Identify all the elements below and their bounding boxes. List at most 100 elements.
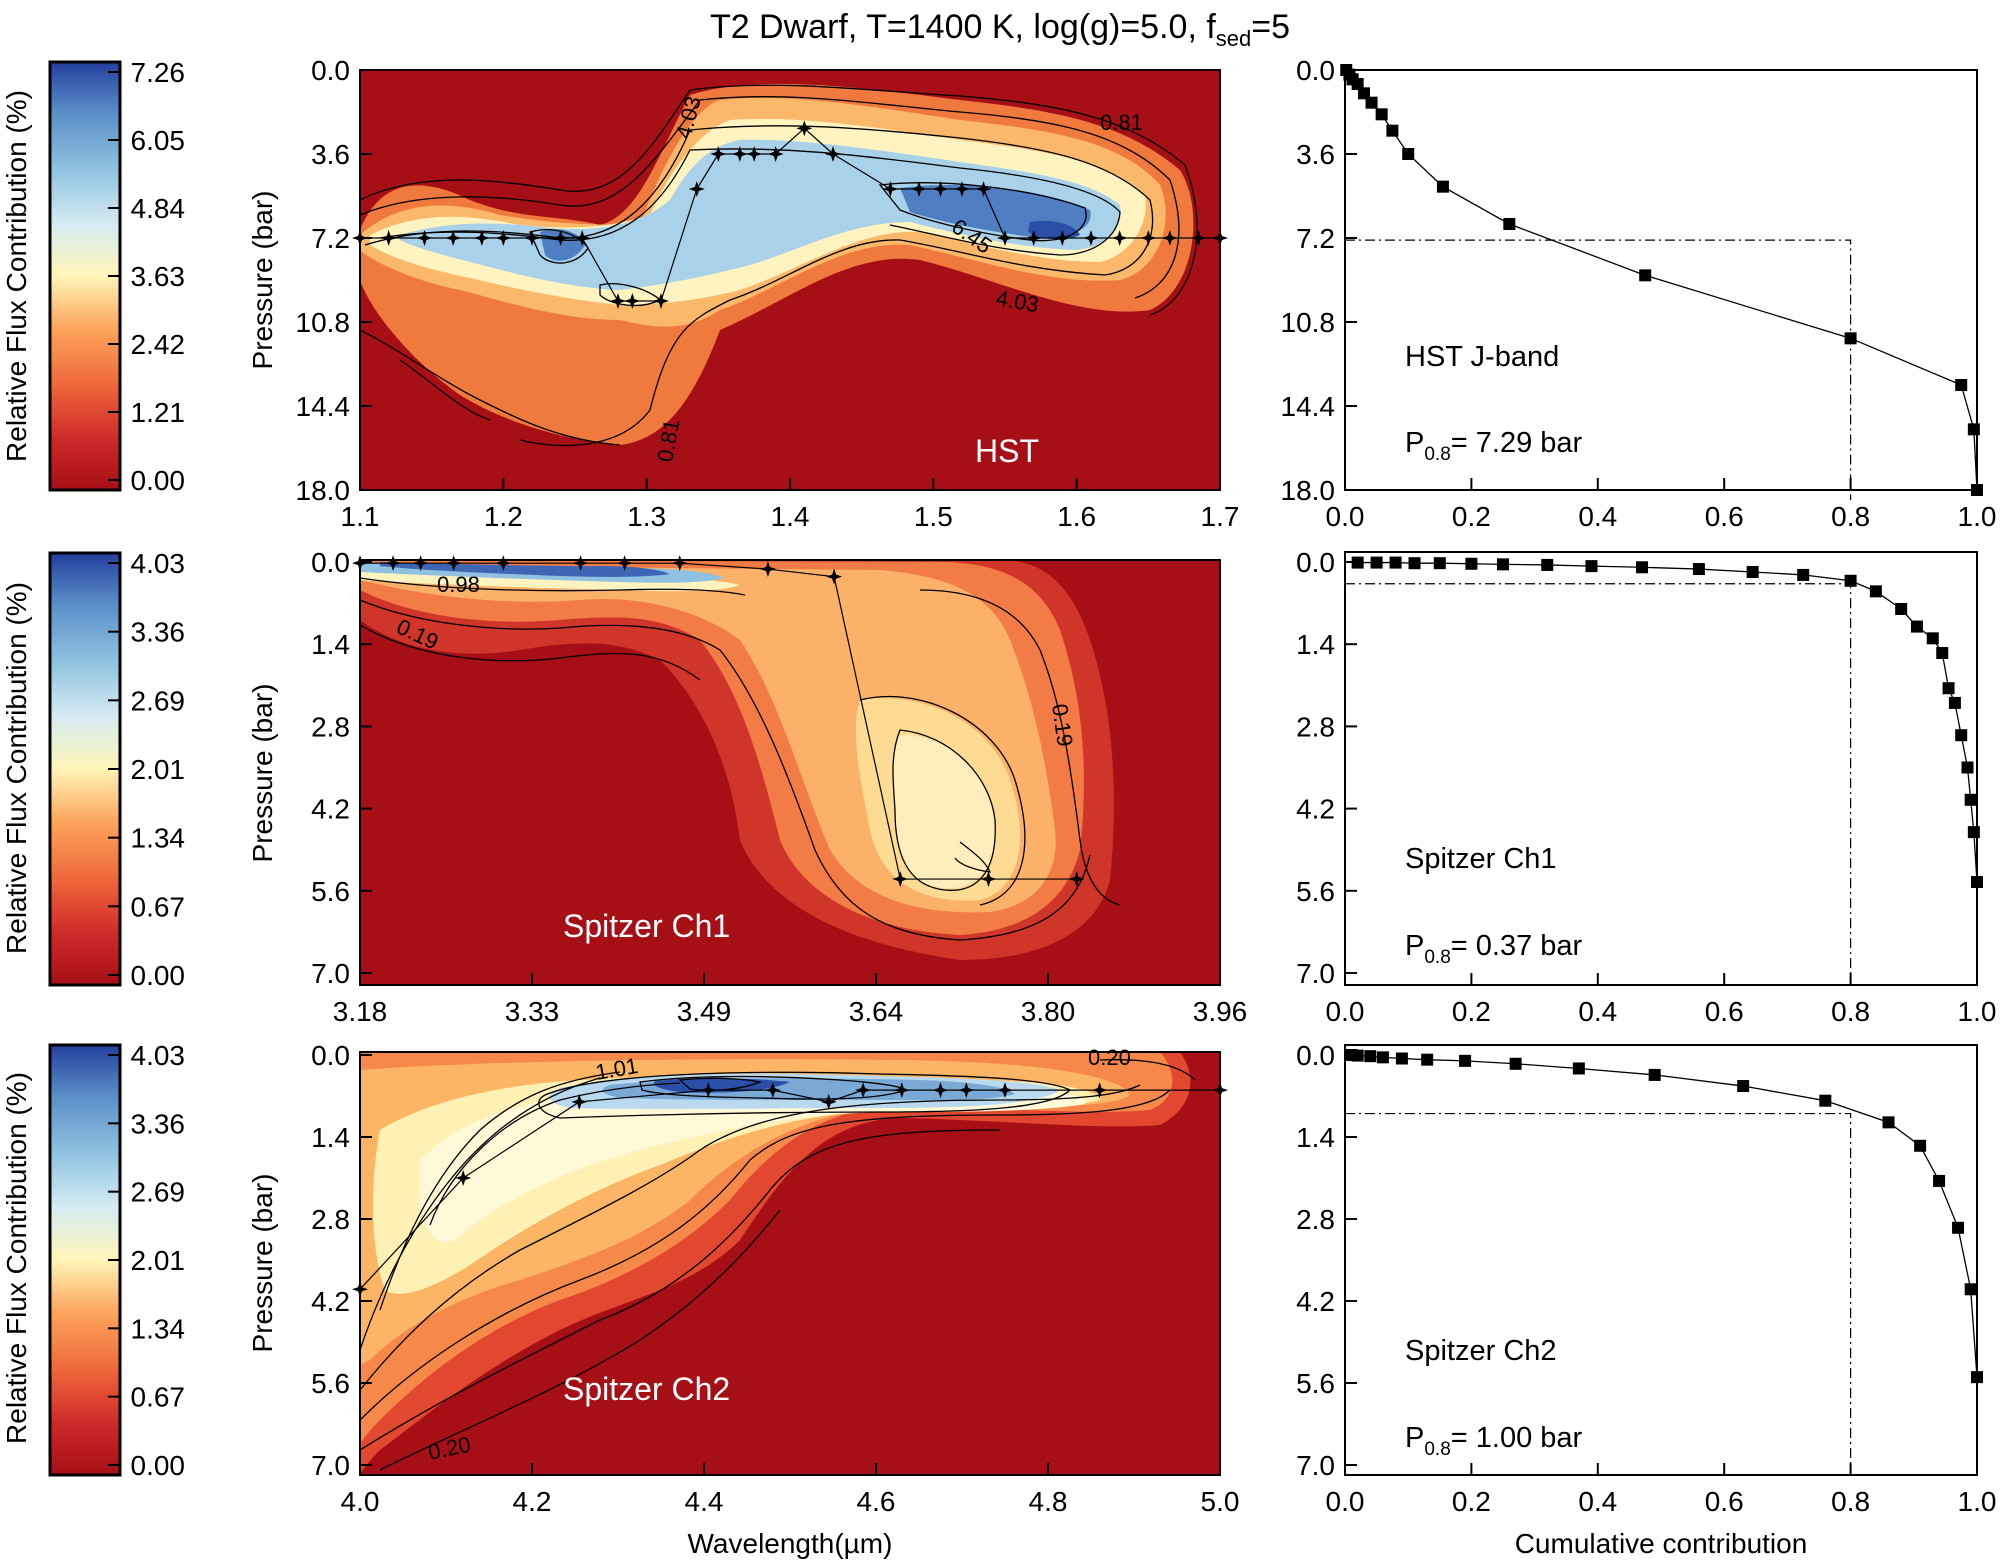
cumulative-plot-spitzer1: Spitzer Ch1 P0.8= 0.37 bar 0.0 0.2 0.4 0.6 0… (1296, 547, 1996, 1027)
contour-plot-spitzer2: 1.01 0.20 0.20 Spitzer Ch2 Pressure (bar… (247, 1040, 1239, 1559)
cumulative-point (1936, 647, 1949, 660)
y-tick-label: 4.2 (311, 1286, 350, 1317)
x-tick-label: 5.0 (1201, 1486, 1240, 1517)
y-tick-label: 0.0 (311, 1040, 350, 1071)
colorbar-ticks: 4.03 3.36 2.69 2.01 1.34 0.67 0.00 (108, 1040, 185, 1481)
x-tick-label: 0.2 (1452, 1486, 1491, 1517)
x-tick-label: 1.3 (627, 501, 666, 532)
y-tick-label: 0.0 (1296, 55, 1335, 86)
cumulative-point (1503, 218, 1516, 230)
cumulative-point (1967, 423, 1980, 436)
x-tick-label: 0.6 (1705, 1486, 1744, 1517)
cumulative-point (1746, 565, 1759, 578)
x-tick-label: 0.4 (1578, 1486, 1617, 1517)
cumulative-point (1926, 632, 1939, 645)
cumulative-point (1933, 1174, 1946, 1187)
x-tick-label: 0.4 (1578, 996, 1617, 1027)
colorbar-label: Relative Flux Contribution (%) (1, 90, 32, 462)
cumulative-plot-spitzer2: Spitzer Ch2 P0.8= 1.00 bar Cumulative co… (1296, 1040, 1996, 1559)
cumulative-point (1375, 108, 1388, 121)
x-tick-label: 1.2 (484, 501, 523, 532)
x-tick-label: 3.64 (849, 996, 904, 1027)
y-tick-label: 18.0 (296, 475, 351, 506)
y-tick-label: 1.4 (1296, 1122, 1335, 1153)
p08-value: P0.8= 0.37 bar (1405, 930, 1583, 968)
colorbar-tick-label: 7.26 (131, 57, 186, 88)
colorbar-label: Relative Flux Contribution (%) (1, 1072, 32, 1444)
y-tick-label: 1.4 (1296, 629, 1335, 660)
x-tick-label: 3.18 (333, 996, 388, 1027)
cumulative-point (1376, 1051, 1389, 1064)
y-tick-label: 5.6 (1296, 1368, 1335, 1399)
x-axis-label: Wavelength(µm) (688, 1528, 893, 1559)
y-tick-label: 3.6 (1296, 139, 1335, 170)
contour-plot-spitzer1: 0.98 0.19 0.19 Spitzer Ch1 Pressure (bar… (247, 547, 1247, 1027)
cumulative-point (1948, 696, 1961, 709)
cumulative-point (1971, 1371, 1983, 1384)
cumulative-plot-hst: HST J-band P0.8= 7.29 bar 0.0 0.2 0.4 0.6 0.… (1281, 55, 1997, 532)
contour-label: 0.81 (1100, 110, 1143, 135)
cumulative-point (1395, 1052, 1408, 1065)
x-tick-label: 0.6 (1705, 996, 1744, 1027)
x-tick-label: 0.4 (1578, 501, 1617, 532)
cumulative-point (1465, 557, 1478, 570)
x-tick-label: 1.0 (1958, 996, 1997, 1027)
y-tick-label: 7.2 (1296, 223, 1335, 254)
colorbar-tick-label: 3.36 (131, 617, 186, 648)
cumulative-point (1895, 602, 1908, 615)
y-tick-label: 4.2 (1296, 1286, 1335, 1317)
y-axis-label: Pressure (bar) (247, 191, 278, 370)
cumulative-point (1737, 1080, 1750, 1093)
cumulative-point (1509, 1057, 1522, 1070)
y-tick-label: 14.4 (296, 391, 351, 422)
y-tick-label: 18.0 (1281, 475, 1336, 506)
x-tick-label: 0.0 (1326, 996, 1365, 1027)
cumulative-point (1585, 560, 1598, 573)
x-tick-label: 0.8 (1831, 501, 1870, 532)
y-tick-label: 0.0 (1296, 547, 1335, 578)
colorbar-tick-label: 4.03 (131, 1040, 186, 1071)
cumulative-point (1386, 124, 1399, 137)
colorbar-tick-label: 2.69 (131, 1177, 186, 1208)
cumulative-point (1636, 561, 1649, 574)
contour-label: 0.98 (437, 572, 480, 597)
contour-plot-hst: 4.03 0.81 6.45 4.03 0.81 HST Pressure (b… (247, 55, 1239, 532)
x-tick-label: 0.0 (1326, 501, 1365, 532)
cumulative-point (1952, 1221, 1965, 1234)
cumulative-point (1955, 729, 1968, 742)
cumulative-point (1497, 558, 1509, 571)
colorbar-tick-label: 2.01 (131, 754, 186, 785)
x-tick-label: 3.80 (1021, 996, 1076, 1027)
y-tick-label: 14.4 (1281, 391, 1336, 422)
cumulative-point (1433, 557, 1446, 570)
threshold-line (1345, 239, 1852, 500)
colorbar-tick-label: 2.69 (131, 685, 186, 716)
x-tick-label: 3.33 (505, 996, 560, 1027)
y-tick-label: 4.2 (1296, 794, 1335, 825)
y-tick-label: 7.0 (311, 958, 350, 989)
x-tick-label: 4.8 (1029, 1486, 1068, 1517)
colorbar-label: Relative Flux Contribution (%) (1, 582, 32, 954)
band-name: Spitzer Ch1 (1405, 843, 1557, 875)
colorbar-tick-label: 0.00 (131, 465, 186, 496)
x-tick-label: 0.2 (1452, 501, 1491, 532)
cumulative-point (1967, 826, 1980, 839)
contour-label: 0.19 (1047, 702, 1078, 748)
x-axis-label: Cumulative contribution (1515, 1528, 1808, 1559)
colorbar-tick-label: 3.36 (131, 1108, 186, 1139)
x-tick-label: 3.96 (1193, 996, 1248, 1027)
y-tick-label: 5.6 (311, 1368, 350, 1399)
cumulative-point (1436, 180, 1449, 193)
colorbar-spitzer1: Relative Flux Contribution (%) 4.03 3.36 2… (1, 548, 185, 991)
colorbar-tick-label: 2.42 (131, 329, 186, 360)
y-tick-label: 5.6 (1296, 876, 1335, 907)
cumulative-point (1408, 557, 1421, 570)
cumulative-point (1961, 761, 1974, 774)
threshold-line (1345, 1112, 1852, 1475)
cumulative-point (1844, 574, 1857, 587)
y-tick-label: 10.8 (296, 307, 351, 338)
x-tick-label: 4.6 (857, 1486, 896, 1517)
y-tick-label: 2.8 (311, 711, 350, 742)
y-tick-label: 2.8 (1296, 1204, 1335, 1235)
y-tick-label: 5.6 (311, 876, 350, 907)
